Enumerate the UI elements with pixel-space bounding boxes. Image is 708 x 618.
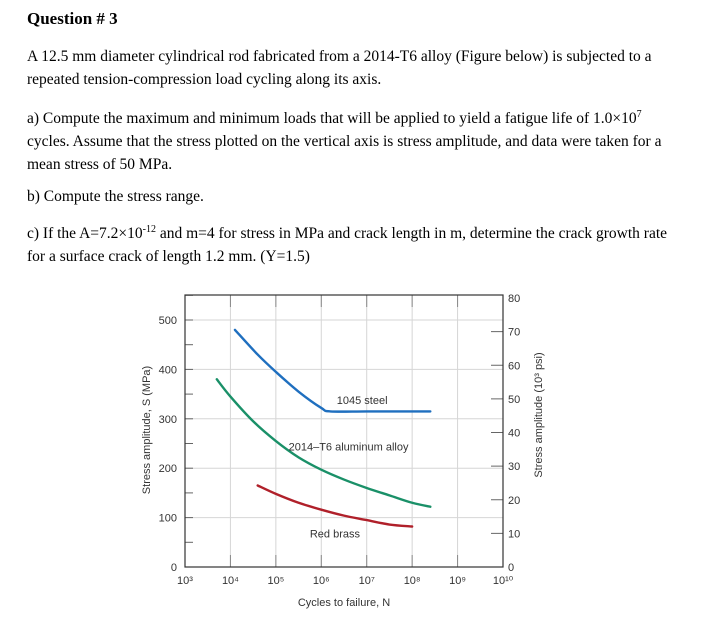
question-title: Question # 3: [27, 9, 118, 28]
chart-labels: 0 100 200 300 400 500 0 10 20 30 40 50 60 70 80 10³ 10⁴ 1…: [141, 293, 545, 609]
y-tick-label-right: 60: [508, 360, 520, 372]
chart-grid: [185, 295, 503, 567]
series-annotation: Red brass: [310, 528, 361, 540]
series-2014-t6-aluminum-alloy: [215, 378, 432, 508]
part-c-text: c) If the A=7.2×10: [27, 225, 143, 242]
plot-frame: [184, 294, 504, 568]
part-a: a) Compute the maximum and minimum loads…: [27, 107, 687, 176]
y-tick-label-right: 40: [508, 428, 520, 440]
x-tick-label: 10⁹: [449, 575, 466, 587]
y-tick-label-right: 30: [508, 461, 520, 473]
x-tick-label: 10⁴: [222, 575, 239, 587]
part-a-text: a) Compute the maximum and minimum loads…: [27, 110, 637, 127]
y-tick-label-left: 200: [159, 463, 177, 475]
chart-axes: [184, 294, 504, 568]
y-tick-label-right: 70: [508, 327, 520, 339]
y-tick-label-left: 300: [159, 414, 177, 426]
chart-series: [215, 328, 432, 528]
y-tick-label-right: 0: [508, 562, 514, 574]
part-c-text-cont: and m=4 for stress in MPa and crack leng…: [27, 225, 668, 265]
part-c-exponent: -12: [142, 223, 156, 235]
series-red-brass: [256, 484, 414, 528]
y-tick-label-left: 0: [171, 562, 177, 574]
y-tick-label-left: 500: [159, 315, 177, 327]
y-axis-label-right: Stress amplitude (10³ psi): [533, 352, 545, 477]
y-axis-label-left: Stress amplitude, S (MPa): [141, 366, 153, 494]
x-tick-label: 10⁶: [313, 575, 330, 587]
series-1045-steel: [233, 328, 432, 413]
x-tick-label: 10⁷: [359, 575, 375, 587]
y-tick-label-left: 100: [159, 513, 177, 525]
y-tick-label-left: 400: [159, 364, 177, 376]
x-tick-label: 10¹⁰: [493, 575, 514, 587]
part-a-text-cont: cycles. Assume that the stress plotted o…: [27, 133, 662, 173]
part-a-exponent: 7: [636, 108, 642, 120]
x-tick-label: 10³: [177, 575, 193, 587]
part-b: b) Compute the stress range.: [27, 188, 204, 205]
y-tick-label-right: 80: [508, 293, 520, 305]
y-tick-label-right: 10: [508, 528, 520, 540]
series-annotation: 2014–T6 aluminum alloy: [289, 441, 409, 453]
part-c: c) If the A=7.2×10-12 and m=4 for stress…: [27, 222, 687, 268]
y-tick-label-right: 20: [508, 495, 520, 507]
x-tick-label: 10⁸: [404, 575, 421, 587]
x-axis-label: Cycles to failure, N: [298, 597, 390, 609]
y-tick-label-right: 50: [508, 394, 520, 406]
series-annotation: 1045 steel: [337, 395, 388, 407]
x-tick-label: 10⁵: [267, 575, 284, 587]
question-intro: A 12.5 mm diameter cylindrical rod fabri…: [27, 48, 652, 88]
